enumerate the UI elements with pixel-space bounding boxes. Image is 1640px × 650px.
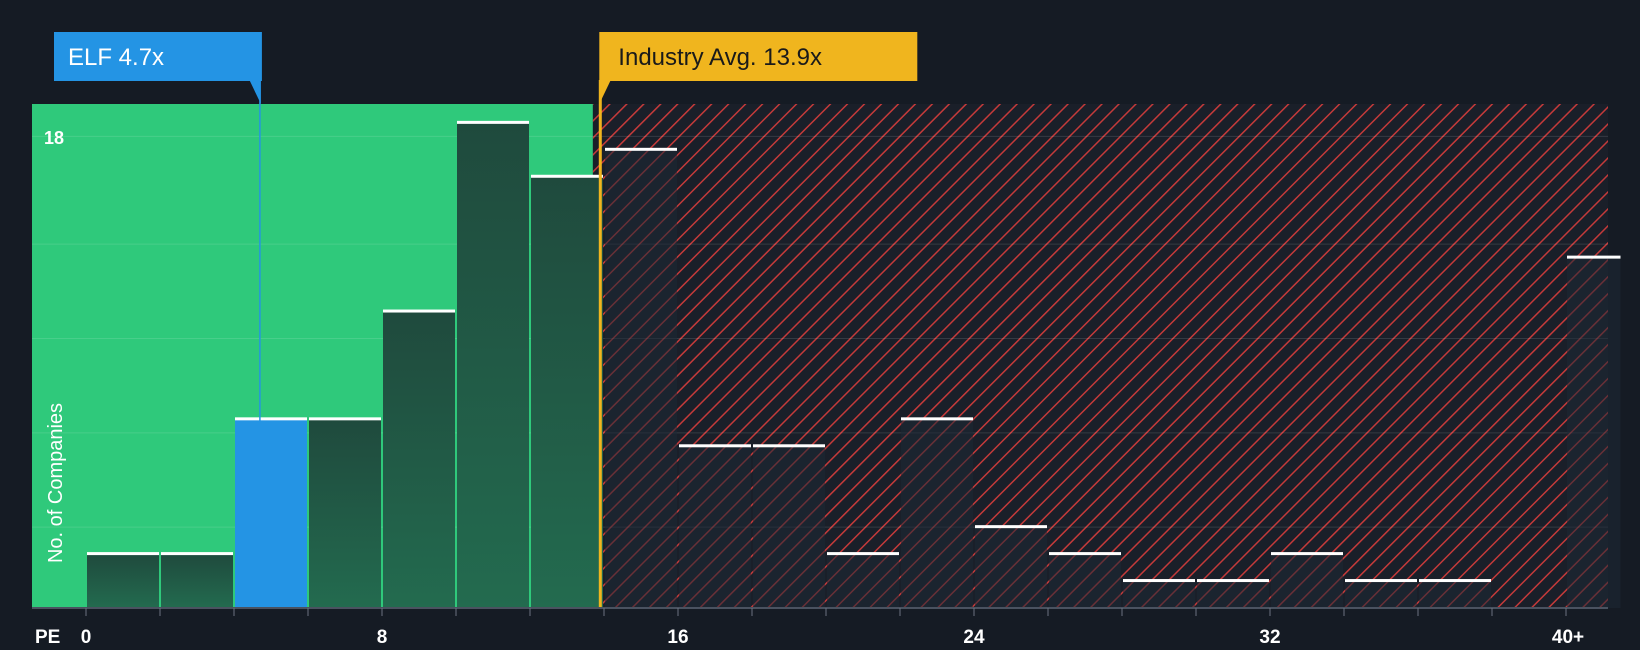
bar-cap: [1049, 552, 1121, 556]
markers: ELF 4.7x Industry Avg. 13.9x: [54, 32, 918, 608]
bar: [1419, 581, 1491, 608]
industry-label-box: [599, 32, 918, 81]
bar: [1049, 554, 1121, 608]
y-axis-label: No. of Companies: [45, 403, 67, 563]
bar: [457, 122, 529, 609]
y-tick-label: 18: [44, 128, 64, 148]
industry-label-pointer: [599, 81, 611, 104]
x-tick-label: 32: [1259, 627, 1280, 648]
bar-cap: [457, 120, 529, 124]
industry-label: Industry Avg. 13.9x: [618, 44, 822, 71]
bar-cap: [753, 444, 825, 448]
bar: [1567, 257, 1621, 608]
bar-cap: [1123, 579, 1195, 583]
bar-cap: [1197, 579, 1269, 583]
bar: [161, 554, 233, 608]
x-tick-label: 0: [81, 627, 92, 648]
bar: [309, 419, 381, 608]
bar-cap: [975, 525, 1047, 529]
bar-cap: [87, 552, 159, 556]
bar: [1271, 554, 1343, 608]
bar: [1345, 581, 1417, 608]
bar: [975, 527, 1047, 608]
bar: [901, 419, 973, 608]
bar: [753, 446, 825, 608]
x-tick-label: 40+: [1552, 627, 1584, 648]
bar: [1123, 581, 1195, 608]
bar-cap: [161, 552, 233, 556]
company-label: ELF 4.7x: [68, 44, 164, 71]
bar: [383, 311, 455, 608]
x-axis-label: PE: [35, 627, 60, 648]
bar-cap: [1419, 579, 1491, 583]
bar: [679, 446, 751, 608]
bar-cap: [309, 417, 381, 421]
bar-cap: [1271, 552, 1343, 556]
bar-cap: [901, 417, 973, 421]
bar: [531, 176, 603, 608]
bar: [235, 419, 307, 608]
company-label-box: [54, 32, 262, 81]
bar-cap: [605, 147, 677, 151]
x-axis: 0 8 16 24 32 40+: [32, 607, 1608, 648]
bar: [605, 149, 677, 608]
bar-cap: [531, 174, 603, 178]
bar-cap: [1345, 579, 1417, 583]
bar: [87, 554, 159, 608]
bar: [1197, 581, 1269, 608]
x-tick-label: 24: [963, 627, 985, 648]
company-label-pointer: [249, 81, 261, 104]
x-tick-label: 8: [377, 627, 388, 648]
bar-cap: [383, 309, 455, 313]
bars: [87, 120, 1621, 609]
bar-cap: [679, 444, 751, 448]
bar-cap: [1567, 255, 1621, 259]
bar: [827, 554, 899, 608]
x-tick-label: 16: [667, 627, 688, 648]
bar-cap: [827, 552, 899, 556]
bar-cap: [235, 417, 307, 421]
